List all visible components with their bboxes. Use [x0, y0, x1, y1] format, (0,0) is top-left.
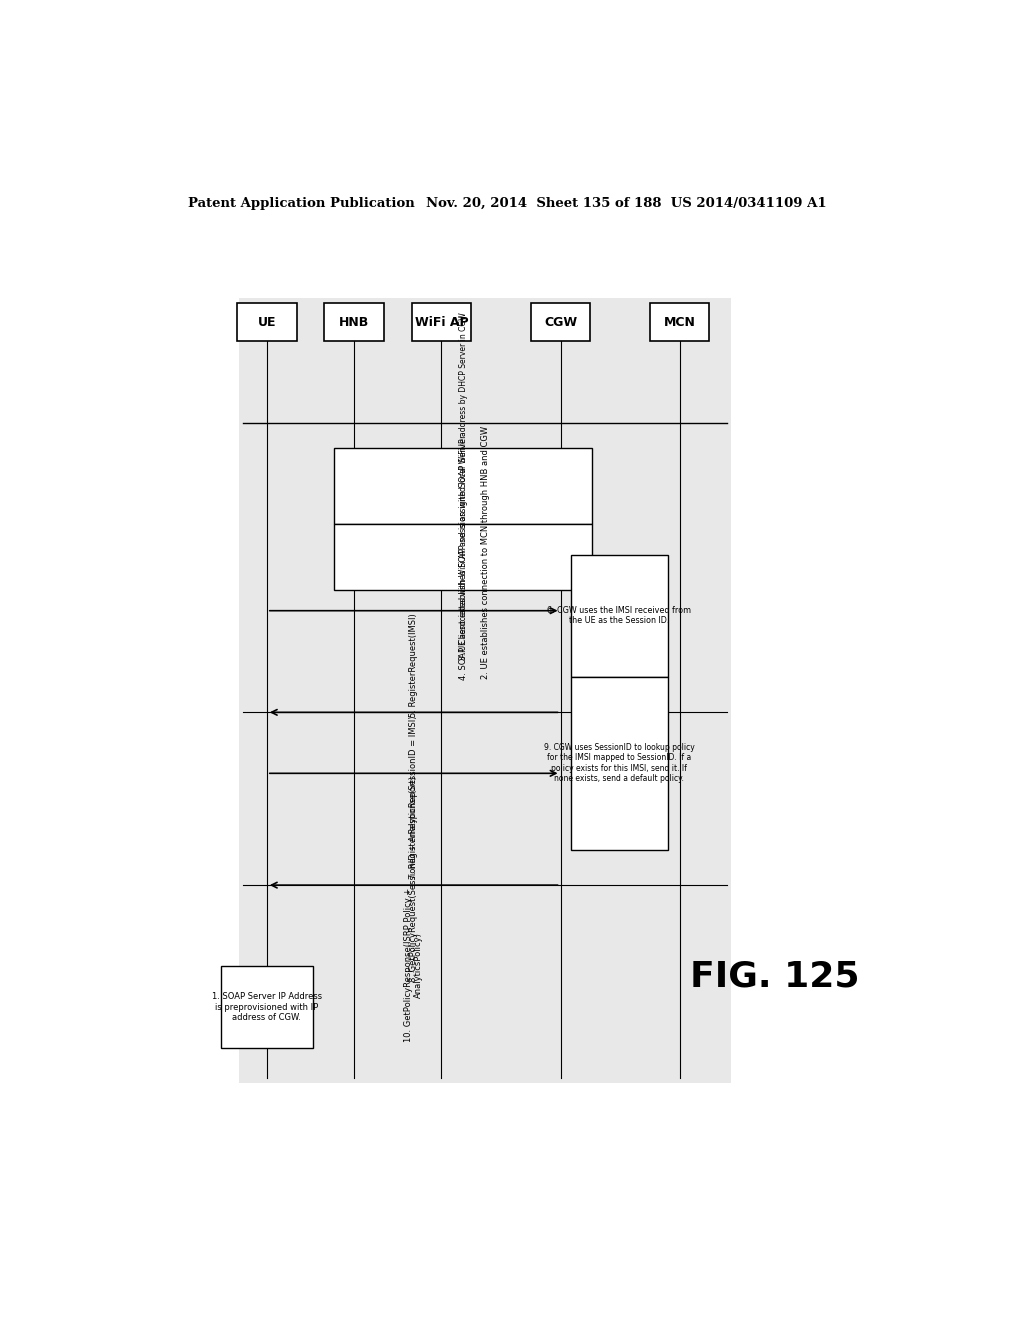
Text: Patent Application Publication: Patent Application Publication: [187, 197, 415, 210]
Text: 6. CGW uses the IMSI received from
the UE as the Session ID.: 6. CGW uses the IMSI received from the U…: [547, 606, 691, 626]
Bar: [530, 302, 590, 342]
Text: MCN: MCN: [664, 315, 695, 329]
Bar: [412, 302, 471, 342]
Text: 10. GetPolicyResponse(ISRP Policy +
AnalyticsPolicy): 10. GetPolicyResponse(ISRP Policy + Anal…: [404, 888, 423, 1043]
Bar: [325, 302, 384, 342]
Text: WiFi AP: WiFi AP: [415, 315, 468, 329]
Bar: [650, 302, 710, 342]
Text: 7. RegisterResponse(SessionID = IMSI): 7. RegisterResponse(SessionID = IMSI): [410, 715, 418, 879]
Text: HNB: HNB: [339, 315, 370, 329]
Bar: [238, 302, 297, 342]
Bar: [239, 297, 731, 1084]
Bar: [221, 966, 312, 1048]
Text: 3. UE associates with WiFi AP and is assigned local WiFi IP address by DHCP Serv: 3. UE associates with WiFi AP and is ass…: [459, 313, 468, 660]
Text: UE: UE: [258, 315, 276, 329]
Text: FIG. 125: FIG. 125: [690, 960, 859, 994]
Bar: [570, 554, 668, 677]
Text: 8. GetPolicyRequest(SessionID + AnalyticReport): 8. GetPolicyRequest(SessionID + Analytic…: [410, 776, 418, 982]
Text: 9. CGW uses SessionID to lookup policy
for the IMSI mapped to SessionID. If a
po: 9. CGW uses SessionID to lookup policy f…: [544, 743, 694, 783]
Bar: [334, 447, 592, 524]
Text: CGW: CGW: [544, 315, 578, 329]
Text: 1. SOAP Server IP Address
is preprovisioned with IP
address of CGW.: 1. SOAP Server IP Address is preprovisio…: [212, 993, 322, 1022]
Text: 2. UE establishes connection to MCN through HNB and CGW: 2. UE establishes connection to MCN thro…: [480, 426, 489, 678]
Bar: [570, 677, 668, 850]
Text: 5. RegisterRequest(IMSI): 5. RegisterRequest(IMSI): [410, 614, 418, 718]
Bar: [334, 524, 592, 590]
Text: 4. SOAP Client establishes SOAP session with SOAP Server: 4. SOAP Client establishes SOAP session …: [459, 434, 468, 680]
Text: Nov. 20, 2014  Sheet 135 of 188  US 2014/0341109 A1: Nov. 20, 2014 Sheet 135 of 188 US 2014/0…: [426, 197, 826, 210]
